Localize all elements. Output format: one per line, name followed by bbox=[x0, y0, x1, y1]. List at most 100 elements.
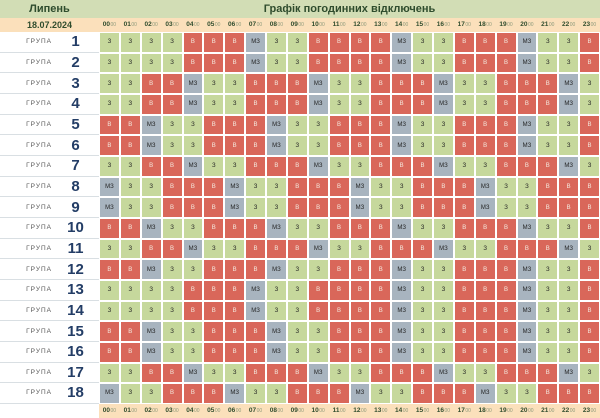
group-row-12: ГРУПА 12 bbox=[0, 259, 99, 280]
schedule-cell: В bbox=[537, 362, 559, 384]
schedule-cell: В bbox=[266, 238, 287, 260]
schedule-cell: З bbox=[474, 93, 496, 115]
schedule-cell: З bbox=[99, 238, 120, 260]
schedule-cell: В bbox=[203, 52, 225, 74]
schedule-cell: В bbox=[453, 279, 475, 301]
group-label: ГРУПА bbox=[26, 265, 52, 273]
schedule-cell: В bbox=[579, 114, 600, 136]
schedule-cell: З bbox=[453, 238, 475, 260]
schedule-cell: В bbox=[99, 341, 120, 363]
hour-label: 03 bbox=[165, 406, 173, 414]
schedule-cell: В bbox=[140, 155, 162, 177]
schedule-cell: В bbox=[203, 114, 225, 136]
schedule-cell: МЗ bbox=[140, 114, 162, 136]
schedule-cell: В bbox=[161, 176, 183, 198]
schedule-row-16: В В МЗ З З В В В МЗ З З В В В МЗ З З В В В МЗ З З В bbox=[99, 341, 600, 363]
hour-minutes: 00 bbox=[569, 21, 576, 28]
schedule-cell: З bbox=[412, 52, 433, 74]
schedule-cell: В bbox=[99, 135, 120, 156]
schedule-cell: В bbox=[182, 279, 204, 301]
schedule-cell: В bbox=[391, 93, 413, 115]
hour-label: 04 bbox=[186, 20, 194, 28]
hour-label: 11 bbox=[332, 20, 340, 28]
schedule-cell: МЗ bbox=[266, 341, 287, 363]
schedule-cell: МЗ bbox=[349, 176, 371, 198]
hour-label: 10 bbox=[311, 20, 319, 28]
schedule-cell: З bbox=[99, 300, 120, 322]
schedule-cell: З bbox=[453, 73, 475, 94]
bottom-hour-10: 10 00 bbox=[308, 404, 329, 418]
schedule-title: Графік погодинних відключень bbox=[99, 0, 600, 18]
schedule-cell: В bbox=[537, 383, 559, 404]
schedule-row-10: В В МЗ З З В В В МЗ З З В В В МЗ З З В В В МЗ З З В bbox=[99, 217, 600, 239]
schedule-cell: З bbox=[579, 238, 600, 260]
schedule-cell: З bbox=[433, 341, 454, 363]
schedule-row-17: З З В В МЗ З З В В В МЗ З З В В В МЗ З З В В В МЗ З bbox=[99, 362, 600, 384]
bottom-hour-8: 08 00 bbox=[266, 404, 287, 418]
hour-minutes: 00 bbox=[277, 21, 284, 28]
schedule-cell: МЗ bbox=[516, 259, 538, 280]
hour-minutes: 00 bbox=[381, 407, 388, 414]
schedule-cell: З bbox=[370, 383, 392, 404]
schedule-cell: В bbox=[307, 300, 329, 322]
schedule-cell: В bbox=[224, 217, 246, 239]
schedule-cell: З bbox=[558, 217, 580, 239]
schedule-cell: З bbox=[266, 279, 287, 301]
schedule-cell: З bbox=[537, 217, 559, 239]
schedule-cell: З bbox=[474, 362, 496, 384]
schedule-cell: В bbox=[161, 73, 183, 94]
group-label: ГРУПА bbox=[26, 327, 52, 335]
bottom-hour-2: 02 00 bbox=[141, 404, 162, 418]
schedule-cell: В bbox=[245, 217, 266, 239]
hour-minutes: 00 bbox=[194, 21, 200, 28]
schedule-cell: В bbox=[286, 238, 308, 260]
group-row-6: ГРУПА 6 bbox=[0, 135, 99, 156]
schedule-cell: З bbox=[433, 114, 454, 136]
schedule-cell: В bbox=[203, 32, 225, 53]
schedule-cell: В bbox=[495, 93, 517, 115]
schedule-cell: В bbox=[203, 383, 225, 404]
bottom-hour-23: 23 00 bbox=[579, 404, 600, 418]
schedule-cell: З bbox=[286, 114, 308, 136]
hour-label: 21 bbox=[541, 20, 549, 28]
schedule-cell: В bbox=[224, 135, 246, 156]
schedule-cell: МЗ bbox=[433, 238, 454, 260]
schedule-cell: В bbox=[495, 321, 517, 342]
schedule-cell: МЗ bbox=[140, 217, 162, 239]
hour-minutes: 00 bbox=[298, 407, 304, 414]
schedule-cell: З bbox=[266, 383, 287, 404]
schedule-cell: МЗ bbox=[391, 217, 413, 239]
top-hour-11: 11 00 bbox=[329, 18, 350, 32]
schedule-cell: МЗ bbox=[224, 197, 246, 218]
schedule-cell: В bbox=[99, 217, 120, 239]
hour-label: 11 bbox=[332, 406, 340, 414]
hour-minutes: 00 bbox=[381, 21, 388, 28]
schedule-cell: В bbox=[579, 176, 600, 198]
schedule-cell: В bbox=[99, 259, 120, 280]
schedule-cell: МЗ bbox=[516, 300, 538, 322]
schedule-cell: З bbox=[140, 197, 162, 218]
schedule-cell: З bbox=[99, 73, 120, 94]
schedule-cell: МЗ bbox=[266, 259, 287, 280]
group-number: 18 bbox=[67, 384, 84, 402]
hour-minutes: 00 bbox=[548, 407, 555, 414]
schedule-cell: МЗ bbox=[224, 176, 246, 198]
schedule-cell: З bbox=[558, 300, 580, 322]
hour-minutes: 00 bbox=[298, 21, 304, 28]
hour-label: 04 bbox=[186, 406, 194, 414]
schedule-cell: З bbox=[266, 52, 287, 74]
schedule-cell: В bbox=[474, 341, 496, 363]
hour-label: 07 bbox=[248, 20, 257, 28]
group-number: 11 bbox=[67, 239, 84, 257]
schedule-cell: В bbox=[579, 197, 600, 218]
month-header: Липень bbox=[0, 0, 99, 18]
schedule-cell: В bbox=[453, 259, 475, 280]
schedule-cell: З bbox=[349, 155, 371, 177]
hour-minutes: 00 bbox=[214, 407, 221, 414]
schedule-cell: МЗ bbox=[99, 197, 120, 218]
group-number: 3 bbox=[71, 74, 80, 92]
schedule-cell: З bbox=[495, 197, 517, 218]
schedule-cell: В bbox=[370, 238, 392, 260]
schedule-cell: В bbox=[412, 176, 433, 198]
schedule-cell: В bbox=[474, 217, 496, 239]
